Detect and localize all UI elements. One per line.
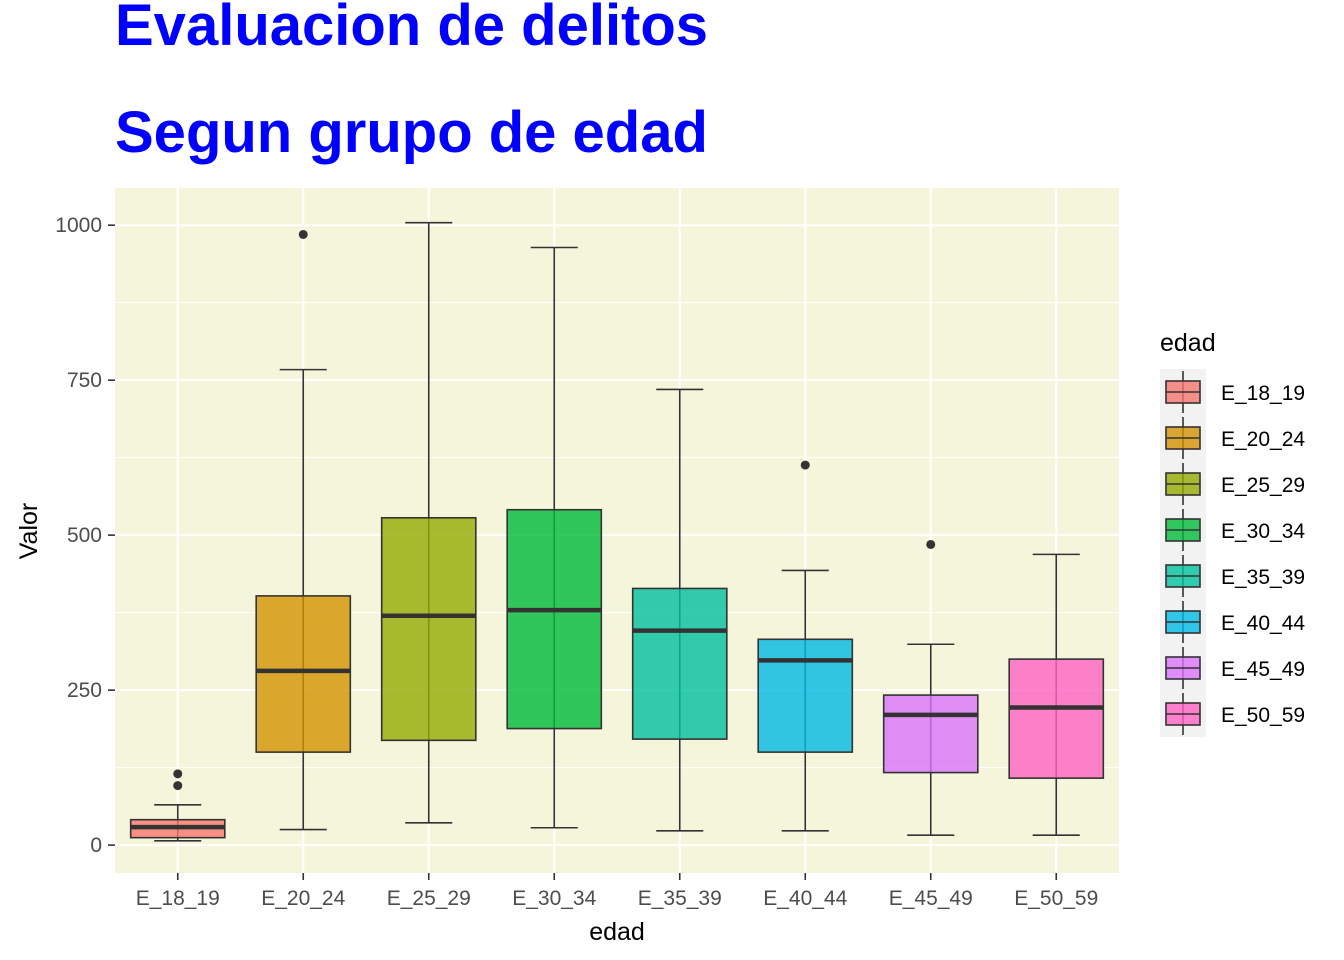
x-tick-label: E_45_49	[889, 887, 973, 910]
legend-label: E_18_19	[1221, 382, 1305, 405]
legend-item-E_50_59: E_50_59	[1165, 693, 1305, 735]
x-axis: E_18_19 E_20_24 E_25_29 E_30_34 E_35_39 E_40_…	[136, 873, 1098, 910]
box-body	[255, 595, 352, 753]
legend-label: E_20_24	[1221, 428, 1305, 451]
outlier-point	[298, 229, 308, 239]
y-tick-label: 1000	[55, 214, 102, 237]
legend: E_18_19 E_20_24 E_25_29 E_30_34 E_35_39 E_40_…	[1160, 369, 1305, 737]
box-E_30_34	[506, 246, 603, 829]
x-tick-label: E_25_29	[387, 887, 471, 910]
y-tick-label: 250	[67, 679, 102, 702]
legend-label: E_40_44	[1221, 612, 1305, 635]
legend-item-E_25_29: E_25_29	[1165, 463, 1305, 505]
x-tick-label: E_30_34	[512, 887, 596, 910]
outlier-point	[173, 769, 183, 779]
y-axis-title: Valor	[15, 503, 43, 560]
y-tick-label: 0	[90, 834, 102, 857]
legend-item-E_45_49: E_45_49	[1165, 647, 1305, 689]
box-body	[1008, 658, 1105, 779]
outlier-point	[800, 460, 810, 470]
legend-item-E_35_39: E_35_39	[1165, 555, 1305, 597]
x-tick-label: E_50_59	[1014, 887, 1098, 910]
y-tick-label: 500	[67, 524, 102, 547]
x-tick-label: E_40_44	[763, 887, 847, 910]
legend-label: E_35_39	[1221, 566, 1305, 589]
outlier-point	[926, 539, 936, 549]
box-body	[380, 516, 477, 742]
legend-item-E_20_24: E_20_24	[1165, 417, 1305, 459]
x-tick-label: E_20_24	[261, 887, 345, 910]
x-tick-label: E_18_19	[136, 887, 220, 910]
legend-label: E_50_59	[1221, 704, 1305, 727]
legend-item-E_30_34: E_30_34	[1165, 509, 1305, 551]
box-E_35_39	[631, 388, 728, 832]
box-body	[882, 694, 979, 774]
box-E_40_44	[757, 460, 854, 832]
legend-label: E_45_49	[1221, 658, 1305, 681]
legend-item-E_40_44: E_40_44	[1165, 601, 1305, 643]
legend-label: E_25_29	[1221, 474, 1305, 497]
legend-title: edad	[1160, 329, 1216, 357]
box-body	[757, 638, 854, 753]
box-E_45_49	[882, 539, 979, 836]
chart-title: Evaluacion de delitos	[115, 0, 708, 58]
legend-label: E_30_34	[1221, 520, 1305, 543]
box-E_20_24	[255, 229, 352, 831]
legend-item-E_18_19: E_18_19	[1165, 371, 1305, 413]
outlier-point	[173, 781, 183, 791]
chart-subtitle: Segun grupo de edad	[115, 100, 708, 165]
x-tick-label: E_35_39	[638, 887, 722, 910]
box-body	[506, 508, 603, 730]
x-axis-title: edad	[589, 918, 645, 946]
box-body	[631, 587, 728, 740]
boxes	[129, 221, 1105, 842]
box-E_18_19	[129, 769, 226, 842]
y-tick-label: 750	[67, 369, 102, 392]
box-E_25_29	[380, 221, 477, 824]
box-E_50_59	[1008, 553, 1105, 836]
y-axis: 0 250 500 750 1000	[55, 214, 115, 857]
